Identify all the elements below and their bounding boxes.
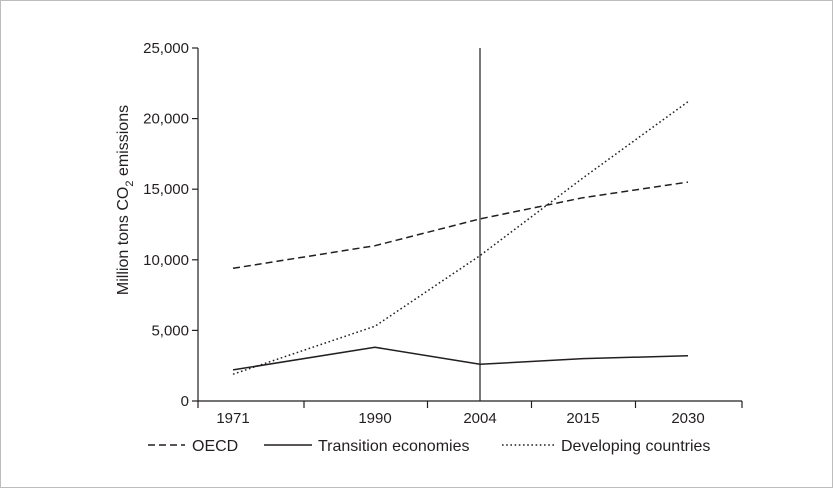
legend-label-oecd: OECD — [192, 438, 238, 455]
y-axis-label-main: Million tons CO — [115, 187, 132, 295]
series-line-oecd — [232, 181, 689, 270]
axes — [197, 48, 742, 402]
y-tick-label: 20,000 — [143, 111, 189, 128]
x-tick-label: 2030 — [671, 410, 704, 427]
y-axis-label-suffix: emissions — [115, 105, 132, 181]
y-tick-label: 10,000 — [143, 252, 189, 269]
x-tick-label: 1990 — [358, 410, 391, 427]
x-tick-label: 2015 — [566, 410, 599, 427]
y-tick-label: 15,000 — [143, 181, 189, 198]
series-line-developing-countries — [232, 101, 689, 375]
y-tick-label: 5,000 — [151, 322, 189, 339]
legend-label-developing-countries: Developing countries — [561, 438, 710, 455]
series-line-transition-economies — [232, 346, 689, 371]
legend: OECD Transition economies Developing count… — [148, 438, 710, 455]
x-tick-label: 2004 — [463, 410, 496, 427]
series-lines — [232, 101, 689, 375]
y-tick-label: 0 — [181, 393, 189, 410]
x-tick-label: 1971 — [216, 410, 249, 427]
legend-label-transition-economies: Transition economies — [318, 438, 469, 455]
y-axis-label-subscript: 2 — [124, 180, 136, 186]
x-axis-ticks: 1971 1990 2004 2015 2030 — [197, 401, 743, 427]
y-axis-label: Million tons CO2 emissions — [115, 105, 136, 295]
y-tick-label: 25,000 — [143, 40, 189, 57]
y-axis-ticks: 0 5,000 10,000 15,000 20,000 25,000 — [143, 40, 198, 410]
